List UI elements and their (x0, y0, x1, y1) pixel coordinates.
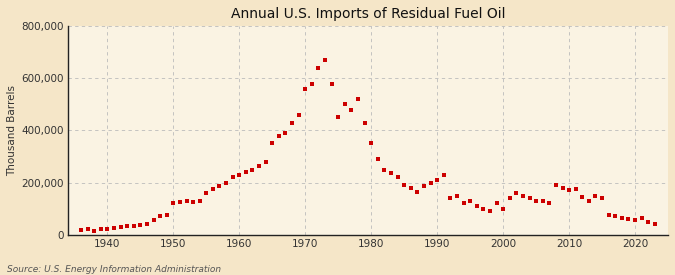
Text: Source: U.S. Energy Information Administration: Source: U.S. Energy Information Administ… (7, 265, 221, 274)
Y-axis label: Thousand Barrels: Thousand Barrels (7, 85, 17, 176)
Title: Annual U.S. Imports of Residual Fuel Oil: Annual U.S. Imports of Residual Fuel Oil (231, 7, 505, 21)
